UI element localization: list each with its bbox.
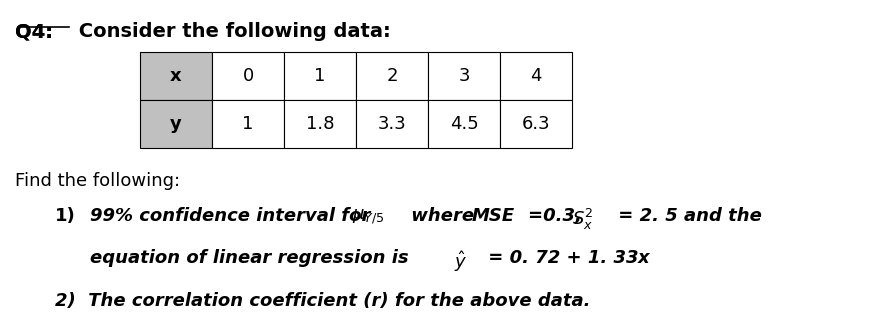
Text: = 0. 72 + 1. 33: = 0. 72 + 1. 33 (482, 249, 639, 267)
Text: $S^{2}_{x}$: $S^{2}_{x}$ (572, 207, 593, 232)
Bar (500, 100, 572, 148)
Text: 1: 1 (314, 67, 325, 85)
Text: Consider the following data:: Consider the following data: (72, 22, 391, 41)
Text: y: y (170, 115, 182, 133)
Bar (500, 52, 572, 100)
Bar (140, 100, 212, 148)
Text: Q4:: Q4: (15, 22, 53, 41)
Bar (212, 52, 284, 100)
Bar (428, 100, 500, 148)
Text: $\hat{y}$: $\hat{y}$ (454, 249, 468, 274)
Text: 2)  The correlation coefficient (r) for the above data.: 2) The correlation coefficient (r) for t… (55, 292, 590, 310)
Text: MSE: MSE (472, 207, 515, 225)
Text: 2: 2 (386, 67, 398, 85)
Text: $\mu_{Y/5}$: $\mu_{Y/5}$ (352, 207, 384, 226)
Bar (284, 52, 356, 100)
Text: 1.8: 1.8 (306, 115, 334, 133)
Text: 4: 4 (530, 67, 542, 85)
Bar (284, 100, 356, 148)
Text: 99% confidence interval for: 99% confidence interval for (90, 207, 376, 225)
Text: =0.3,: =0.3, (528, 207, 588, 225)
Text: x: x (638, 249, 650, 267)
Bar (356, 100, 428, 148)
Text: 3: 3 (458, 67, 470, 85)
Text: x: x (170, 67, 182, 85)
Text: 1: 1 (242, 115, 254, 133)
Text: where: where (405, 207, 480, 225)
Text: 6.3: 6.3 (521, 115, 550, 133)
Bar (356, 52, 428, 100)
Text: = 2. 5 and the: = 2. 5 and the (612, 207, 762, 225)
Bar (212, 100, 284, 148)
Bar (140, 52, 212, 100)
Text: equation of linear regression is: equation of linear regression is (90, 249, 415, 267)
Text: 0: 0 (243, 67, 254, 85)
Text: 1): 1) (55, 207, 76, 225)
Bar (428, 52, 500, 100)
Text: Q4:: Q4: (15, 22, 53, 41)
Text: 3.3: 3.3 (377, 115, 407, 133)
Text: 4.5: 4.5 (450, 115, 478, 133)
Text: Find the following:: Find the following: (15, 172, 180, 190)
